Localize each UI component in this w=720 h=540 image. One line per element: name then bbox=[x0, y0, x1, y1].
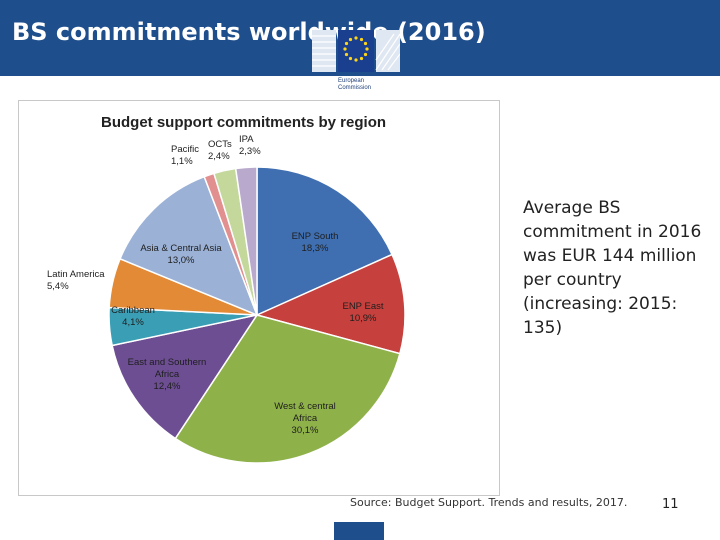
eu-stars-icon bbox=[343, 36, 369, 62]
logo-eu-flag bbox=[338, 30, 374, 72]
footer-accent-bar bbox=[334, 522, 384, 540]
pie-label-pacific: Pacific 1,1% bbox=[171, 144, 199, 167]
pie-label-octs: OCTs 2,4% bbox=[208, 139, 232, 162]
pie-label-latin-america: Latin America 5,4% bbox=[47, 269, 105, 292]
pie-label-east-and-southern-africa: East and Southern Africa 12,4% bbox=[128, 357, 207, 392]
pie-slice-ipa bbox=[234, 166, 258, 316]
pie-slice-enp-east bbox=[254, 253, 406, 355]
pie-chart: Budget support commitments by region ENP… bbox=[47, 114, 406, 464]
pie-slice-west-and-central-africa bbox=[174, 314, 401, 464]
page-number: 11 bbox=[662, 497, 679, 512]
pie-slice-east-and-southern-africa bbox=[111, 313, 259, 440]
pie-label-west-and-central-africa: West & central Africa 30,1% bbox=[274, 401, 336, 436]
pie-label-caribbean: Caribbean 4,1% bbox=[111, 305, 155, 328]
logo-left-lines bbox=[312, 30, 336, 72]
average-commitment-text: Average BS commitment in 2016 was EUR 14… bbox=[523, 198, 702, 338]
pie-label-enp-east: ENP East 10,9% bbox=[342, 301, 383, 324]
page-title: BS commitments worldwide (2016) bbox=[12, 18, 486, 46]
pie-slice-enp-south bbox=[256, 166, 394, 317]
pie-slices bbox=[108, 166, 406, 464]
logo-text-line2: Commission bbox=[338, 85, 372, 91]
logo-text-line1: European bbox=[338, 78, 365, 84]
pie-label-asia-and-central-asia: Asia & Central Asia 13,0% bbox=[140, 243, 222, 266]
chart-title: Budget support commitments by region bbox=[101, 114, 386, 131]
pie-slice-asia-and-central-asia bbox=[119, 175, 259, 317]
pie-labels: ENP South 18,3% ENP East 10,9% West & centra… bbox=[47, 134, 384, 436]
pie-label-enp-south: ENP South 18,3% bbox=[292, 231, 339, 254]
chart-frame: Budget support commitments by region ENP… bbox=[18, 100, 500, 496]
pie-label-ipa: IPA 2,3% bbox=[239, 134, 261, 157]
source-note: Source: Budget Support. Trends and resul… bbox=[350, 496, 628, 509]
european-commission-logo bbox=[312, 30, 400, 72]
logo-text: European Commission bbox=[338, 78, 371, 92]
